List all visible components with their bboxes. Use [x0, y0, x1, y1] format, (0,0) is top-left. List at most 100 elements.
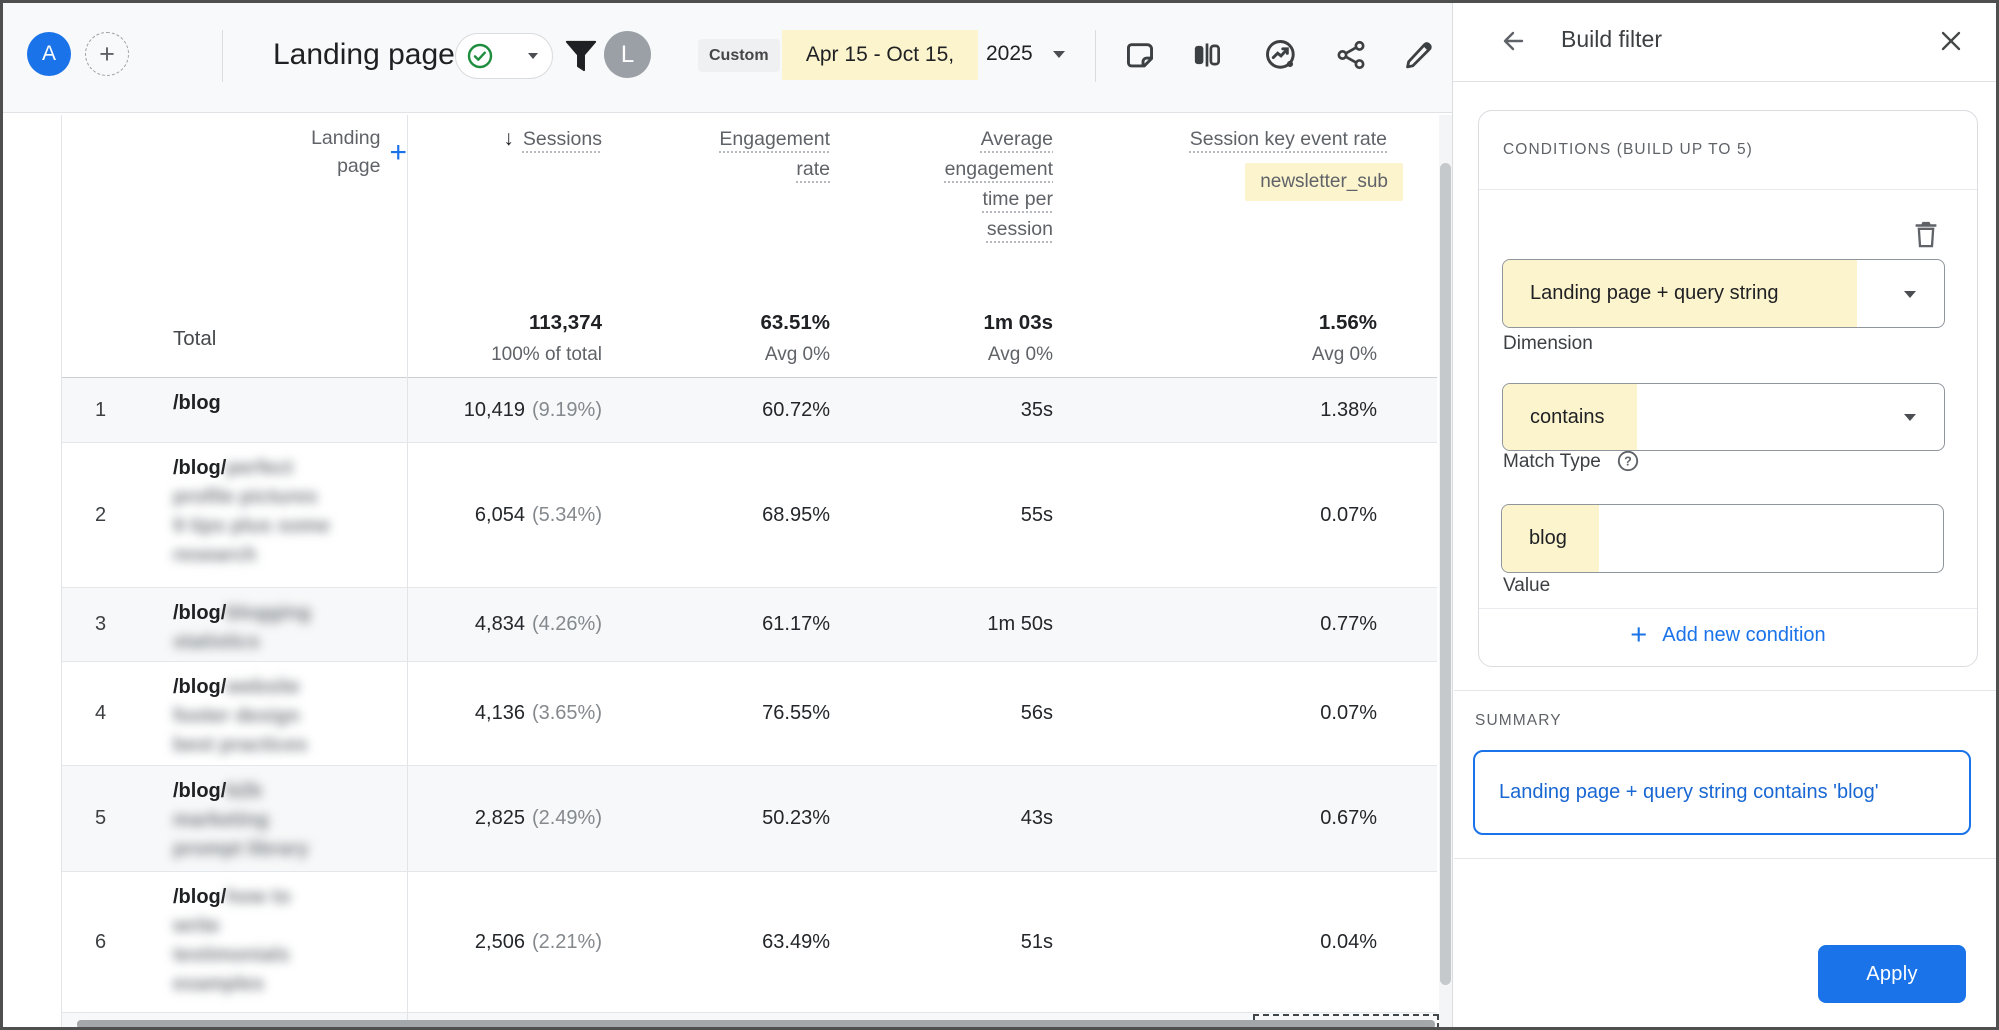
header-engagement-rate[interactable]: Engagement rate	[602, 115, 830, 300]
table-row[interactable]: 1 /blog 10,419 (9.19%) 60.72% 35s 1.38%	[61, 378, 1437, 442]
dimension-select[interactable]: Landing page + query string	[1502, 259, 1945, 328]
plus-icon: +	[1630, 619, 1648, 651]
date-range-chevron-icon[interactable]	[1053, 51, 1065, 58]
total-avg-time-value: 1m 03s	[983, 311, 1053, 334]
summary-chip[interactable]: Landing page + query string contains 'bl…	[1473, 750, 1971, 835]
row-engagement-rate: 76.55%	[762, 702, 830, 724]
table-row[interactable]: 2 /blog/perfect profile pictures 9 tips …	[61, 442, 1437, 587]
plus-icon: +	[99, 38, 115, 69]
delete-condition-icon[interactable]	[1912, 219, 1940, 249]
help-icon[interactable]: ?	[1616, 449, 1640, 473]
chevron-down-icon	[1904, 291, 1916, 298]
table-row[interactable]: 4 /blog/website footer design best pract…	[61, 661, 1437, 765]
header-sessions[interactable]: ↓ Sessions	[407, 115, 602, 300]
total-label: Total	[173, 326, 217, 350]
row-sessions: 2,825 (2.49%)	[474, 807, 602, 829]
row-key-event-rate: 0.67%	[1320, 807, 1377, 829]
header-avg-engagement-time[interactable]: Average engagement time per session	[830, 115, 1053, 300]
user-avatar-initial: L	[620, 40, 635, 68]
add-shortcut-button[interactable]: +	[85, 32, 129, 76]
user-avatar[interactable]: L	[604, 31, 651, 78]
filter-funnel-icon[interactable]	[563, 37, 599, 75]
account-avatar-initial: A	[41, 42, 56, 65]
edit-icon[interactable]	[1400, 36, 1438, 74]
table-row[interactable]: 5 /blog/b2b marketing prompt library 2,8…	[61, 765, 1437, 871]
total-sessions-sub: 100% of total	[491, 344, 602, 365]
account-avatar[interactable]: A	[27, 32, 71, 76]
row-avg-time: 55s	[1020, 503, 1053, 526]
header-sessions-label: Sessions	[522, 128, 602, 150]
date-range-year[interactable]: 2025	[986, 42, 1033, 65]
chevron-down-icon	[528, 53, 538, 59]
value-text: blog	[1529, 527, 1567, 549]
row-avg-time: 35s	[1020, 398, 1053, 421]
row-number: 1	[94, 398, 107, 421]
row-avg-time: 56s	[1020, 702, 1053, 724]
row-engagement-rate: 63.49%	[762, 930, 830, 953]
table-left-border	[61, 115, 62, 1030]
total-key-event-rate-sub: Avg 0%	[1311, 344, 1377, 365]
row-sessions: 6,054 (5.34%)	[474, 503, 602, 526]
total-key-event-rate-value: 1.56%	[1318, 311, 1377, 334]
header-key-event-rate-label: Session key event rate	[1189, 128, 1387, 150]
table-row[interactable]: 3 /blog/blogging statistics 4,834 (4.26%)…	[61, 587, 1437, 661]
comparisons-icon[interactable]	[1188, 36, 1226, 74]
notes-icon[interactable]	[1121, 36, 1159, 74]
close-icon[interactable]	[1937, 27, 1965, 55]
row-engagement-rate: 61.17%	[762, 613, 830, 635]
total-engagement-rate-value: 63.51%	[760, 311, 830, 334]
dimension-highlight	[1503, 260, 1857, 327]
dimension-value: Landing page + query string	[1530, 282, 1779, 304]
add-dimension-icon[interactable]: +	[389, 136, 407, 169]
header-landing-page-label: Landing page	[311, 127, 381, 177]
total-avg-time-sub: Avg 0%	[987, 344, 1053, 365]
match-type-select[interactable]: contains	[1502, 383, 1945, 451]
header-spacer	[61, 115, 140, 300]
apply-button[interactable]: Apply	[1818, 945, 1966, 1003]
header-session-key-event-rate[interactable]: Session key event rate newsletter_sub	[1053, 115, 1437, 300]
add-new-condition-label: Add new condition	[1662, 624, 1826, 646]
row-sessions: 2,506 (2.21%)	[474, 930, 602, 953]
row-engagement-rate: 60.72%	[762, 398, 830, 421]
total-sessions-value: 113,374	[529, 311, 602, 334]
row-landing-page: /blog/perfect profile pictures 9 tips pl…	[173, 457, 330, 566]
report-status-dropdown[interactable]	[455, 33, 553, 79]
row-sessions: 4,834 (4.26%)	[474, 613, 602, 635]
value-label: Value	[1503, 575, 1551, 596]
vertical-scrollbar-thumb[interactable]	[1440, 163, 1451, 985]
panel-divider	[1454, 858, 1999, 859]
date-range-highlighted[interactable]: Apr 15 - Oct 15,	[782, 30, 978, 80]
horizontal-scrollbar-thumb[interactable]	[77, 1020, 1435, 1029]
summary-header: SUMMARY	[1475, 712, 1562, 729]
row-key-event-rate: 0.07%	[1320, 503, 1377, 526]
date-range-type-badge[interactable]: Custom	[698, 39, 780, 72]
row-landing-page: /blog/website footer design best practic…	[173, 676, 308, 756]
total-engagement-rate-sub: Avg 0%	[764, 344, 830, 365]
row-avg-time: 51s	[1020, 930, 1053, 953]
row-key-event-rate: 0.07%	[1320, 702, 1377, 724]
card-divider	[1479, 608, 1977, 609]
total-key-event-rate: 1.56% Avg 0%	[1053, 300, 1437, 377]
insights-icon[interactable]	[1262, 36, 1300, 74]
row-key-event-rate: 1.38%	[1320, 398, 1377, 421]
build-filter-panel: Build filter CONDITIONS (BUILD UP TO 5) …	[1452, 0, 1999, 1030]
row-sessions: 10,419 (9.19%)	[463, 398, 602, 421]
chevron-down-icon	[1904, 414, 1916, 421]
toolbar-divider	[1095, 30, 1096, 82]
table-column-divider	[407, 115, 408, 1030]
row-key-event-rate: 0.04%	[1320, 930, 1377, 953]
back-arrow-icon[interactable]	[1497, 26, 1527, 56]
header-landing-page[interactable]: Landing page +	[140, 115, 407, 300]
row-number: 2	[94, 503, 107, 526]
row-engagement-rate: 50.23%	[762, 807, 830, 829]
value-input[interactable]: blog	[1501, 504, 1944, 573]
apply-button-label: Apply	[1866, 962, 1918, 985]
table-row[interactable]: 6 /blog/how to write testimonials exampl…	[61, 871, 1437, 1012]
key-event-name-chip[interactable]: newsletter_sub	[1245, 163, 1403, 201]
row-landing-page: /blog/how to write testimonials examples	[173, 886, 291, 995]
share-icon[interactable]	[1332, 36, 1370, 74]
panel-divider	[1454, 690, 1999, 691]
add-new-condition-button[interactable]: + Add new condition	[1479, 621, 1977, 650]
page-title: Landing page	[273, 38, 455, 71]
